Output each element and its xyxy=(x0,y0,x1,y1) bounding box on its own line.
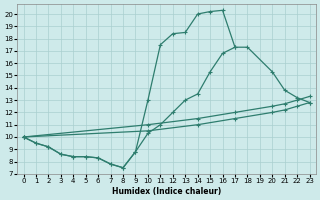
X-axis label: Humidex (Indice chaleur): Humidex (Indice chaleur) xyxy=(112,187,221,196)
